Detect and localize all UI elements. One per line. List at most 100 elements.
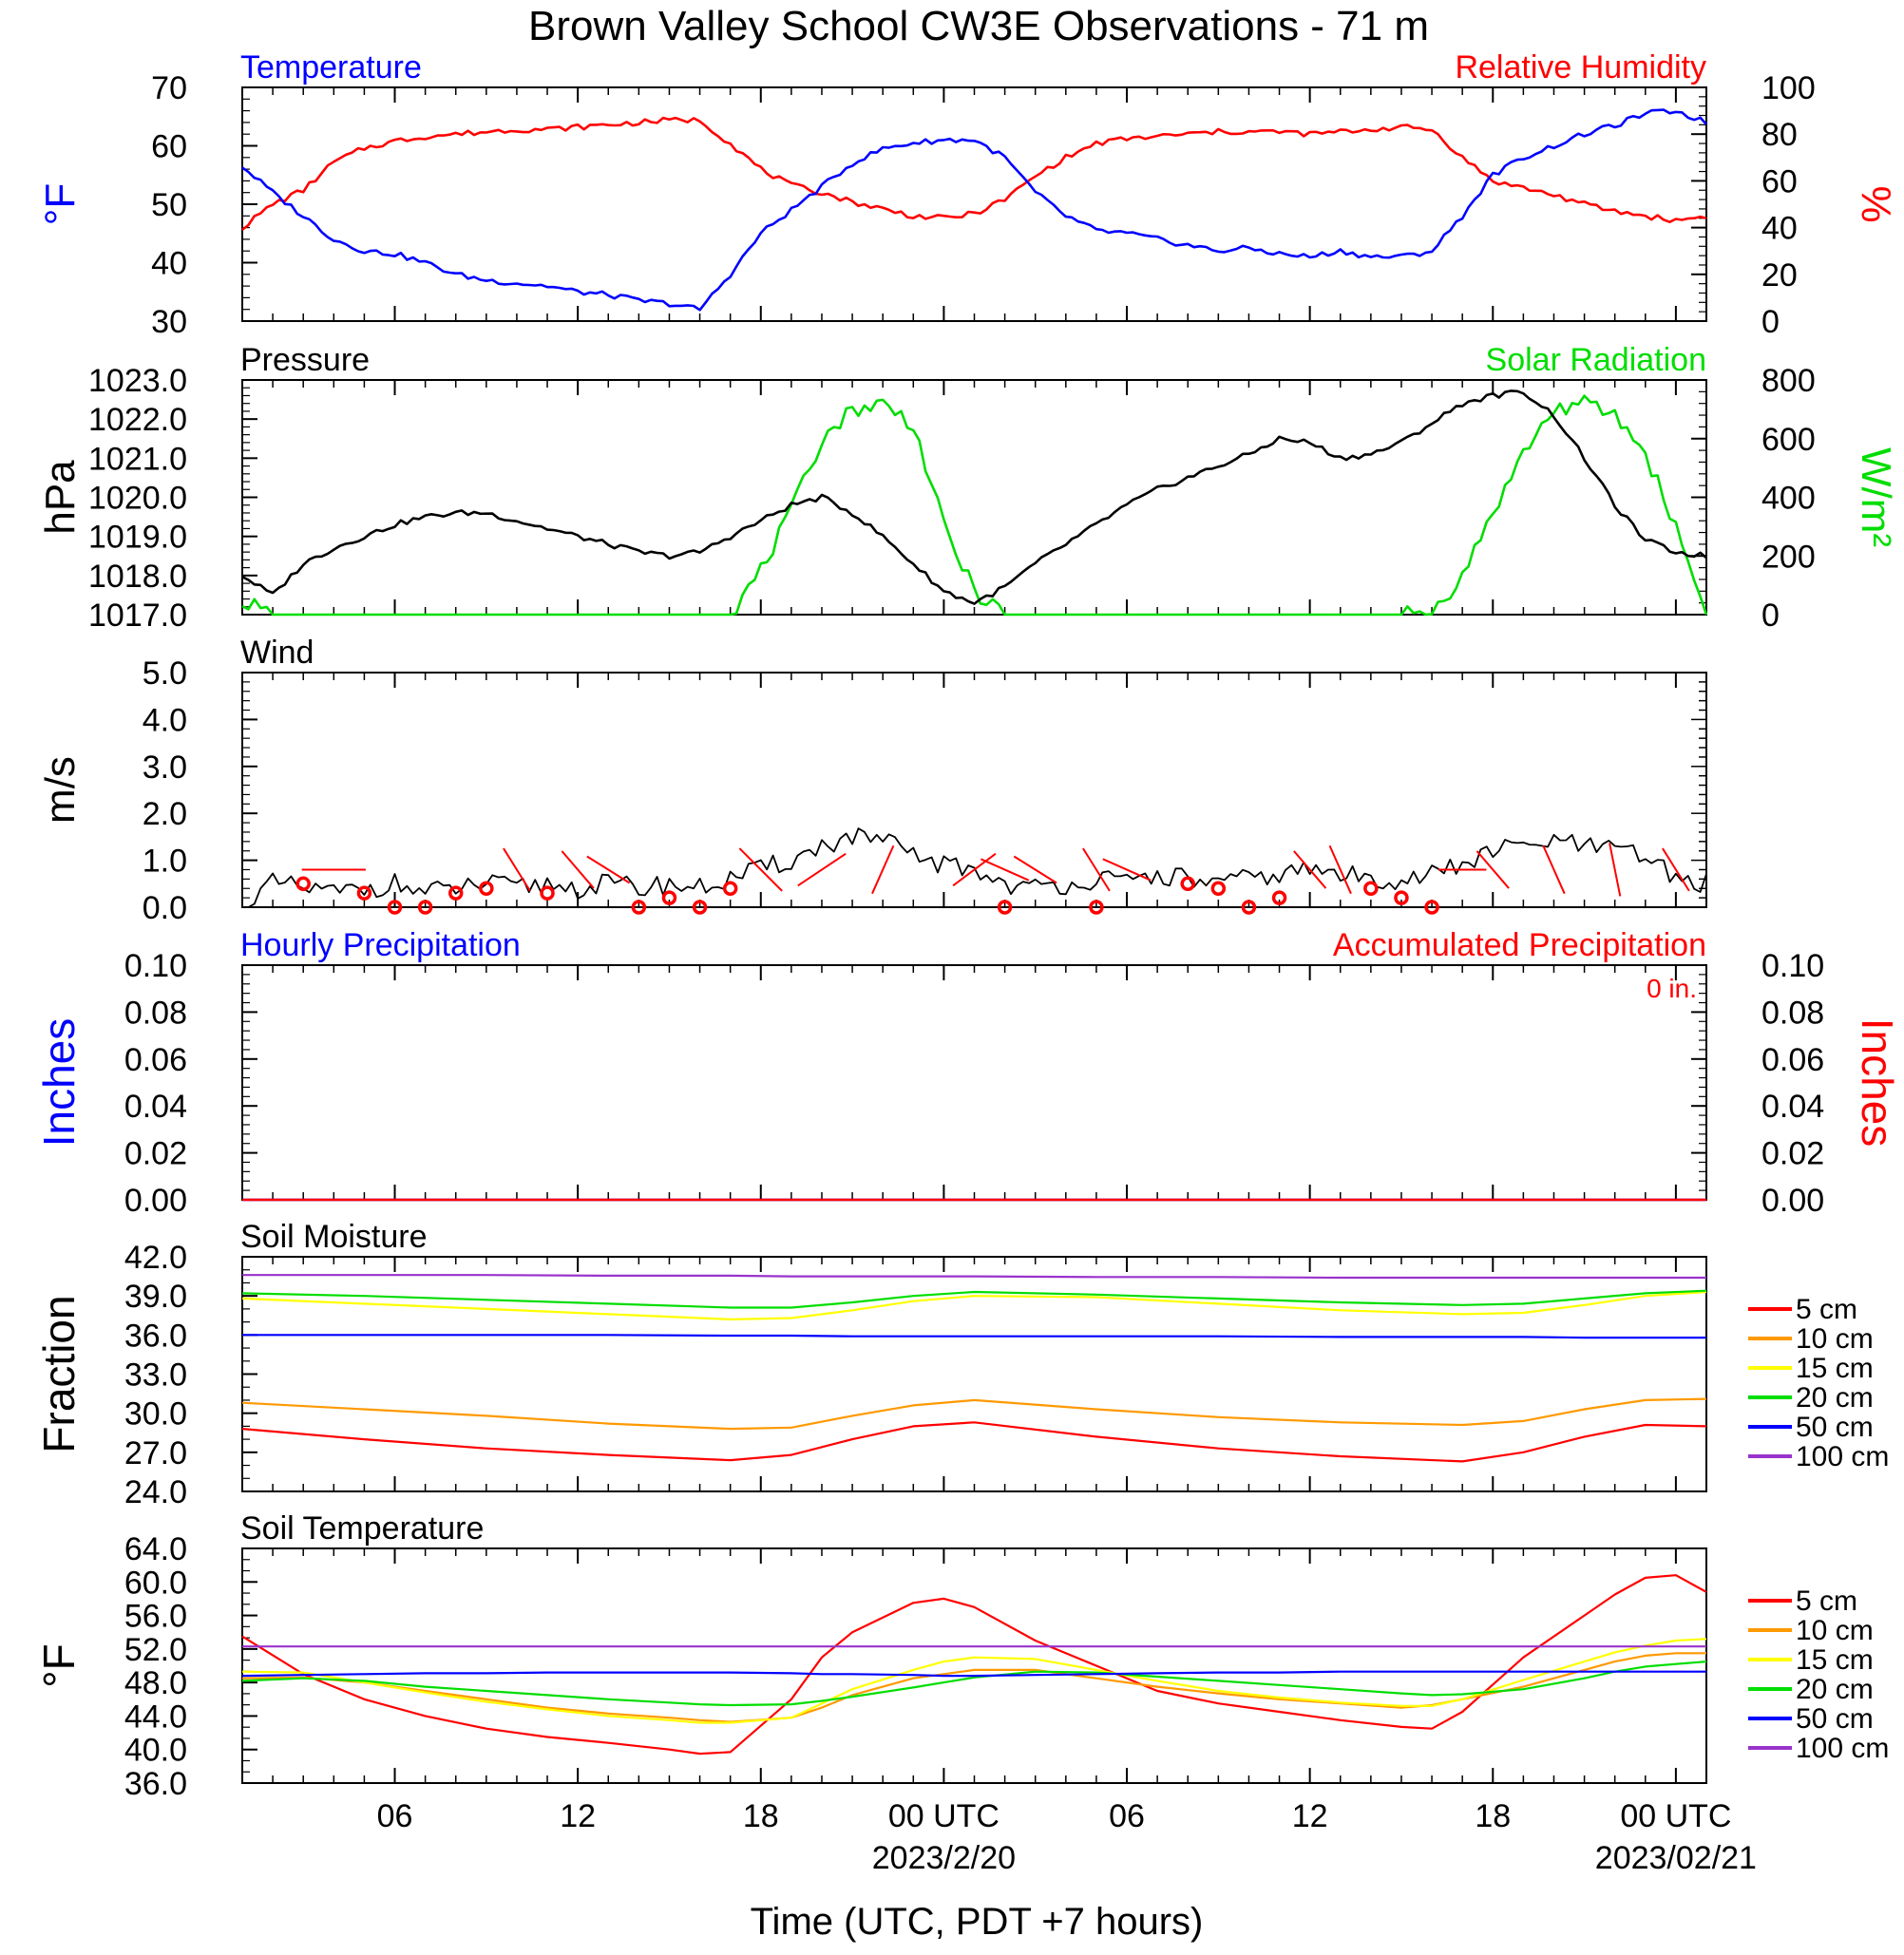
temperature-left-title: Temperature [240,49,422,85]
precipitation-y-tick-label: 0.00 [1761,1183,1824,1219]
wind-barb [1542,845,1566,895]
soil_moisture-legend-label: 10 cm [1796,1323,1874,1355]
wind-barb [980,858,1030,882]
soil_moisture-y-tick-label: 33.0 [124,1357,187,1394]
pressure-y-tick-label: 0 [1761,598,1780,634]
soil_moisture-y-tick-label: 39.0 [124,1279,187,1315]
wind-calm-marker [447,885,464,901]
precipitation-y-tick-label: 0.02 [124,1136,187,1172]
precipitation-y-tick-label: 0.10 [1761,948,1824,984]
wind-y-axis-label: m/s [37,756,84,824]
precipitation-y-tick-label: 0.00 [124,1183,187,1219]
soil_moisture-y-tick-label: 36.0 [124,1318,187,1354]
wind-barb [797,852,847,887]
soil_moisture-series-5cm [241,1421,1707,1463]
precipitation-y-axis-label: Inches [34,1018,84,1148]
wind-barb [1293,850,1327,889]
wind-barb [561,850,595,889]
wind-barb [1082,847,1111,892]
x-tick-label: 12 [560,1798,596,1834]
x-date-label: 2023/02/21 [1595,1840,1757,1876]
temperature-y-tick-label: 70 [151,70,187,106]
soil_moisture-series-10cm [241,1397,1707,1431]
temperature-series-relative-humidity [241,116,1707,231]
wind-calm-marker [1241,900,1257,915]
pressure-y-tick-label: 1021.0 [88,441,187,477]
pressure-y-tick-label: 1023.0 [88,363,187,399]
x-date-label: 2023/2/20 [872,1840,1016,1876]
wind-calm-marker [356,885,372,901]
wind-frame [241,672,1707,908]
soil_moisture-y-tick-label: 42.0 [124,1240,187,1276]
pressure-y-tick-label: 1020.0 [88,481,187,517]
soil_temperature-legend-label: 100 cm [1796,1733,1889,1764]
wind-y-tick-label: 3.0 [143,750,187,786]
wind-barb [1476,850,1510,889]
precipitation-y-tick-label: 0.06 [1761,1042,1824,1078]
soil_temperature-y-tick-label: 52.0 [124,1632,187,1668]
soil_moisture-series-20cm [241,1289,1707,1309]
pressure-y-axis-label: W/m² [1853,447,1899,547]
pressure-y-tick-label: 600 [1761,422,1816,458]
wind-barb [503,847,531,892]
soil_temperature-y-tick-label: 40.0 [124,1733,187,1769]
soil_temperature-y-tick-label: 60.0 [124,1565,187,1601]
wind-y-tick-label: 1.0 [143,844,187,880]
soil_moisture-y-tick-label: 30.0 [124,1396,187,1433]
soil_moisture-legend-label: 5 cm [1796,1294,1857,1325]
temperature-y-tick-label: 100 [1761,70,1816,106]
precipitation-y-tick-label: 0.10 [124,948,187,984]
pressure-y-tick-label: 800 [1761,363,1816,399]
temperature-frame [241,86,1707,322]
x-tick-label: 12 [1292,1798,1328,1834]
wind-calm-marker [1394,890,1409,905]
precip-left-title: Hourly Precipitation [240,927,521,963]
temperature-y-tick-label: 40 [1761,211,1798,247]
soil_temperature-legend-label: 50 cm [1796,1703,1874,1735]
x-axis-label: Time (UTC, PDT +7 hours) [751,1901,1204,1943]
wind-calm-marker [540,885,555,901]
precipitation-y-tick-label: 0.04 [1761,1089,1824,1125]
soil_moisture-series-50cm [242,1334,1706,1339]
x-tick-label: 06 [377,1798,413,1834]
soil_temperature-legend-label: 15 cm [1796,1644,1874,1676]
wind-calm-marker [631,900,647,915]
wind-barb [1328,845,1352,895]
wind-calm-marker [692,900,708,915]
soil_temperature-y-tick-label: 36.0 [124,1766,187,1802]
precipitation-y-axis-label: Inches [1853,1018,1902,1148]
soil_moisture-legend-label: 100 cm [1796,1441,1889,1472]
x-tick-label: 00 UTC [1620,1798,1731,1834]
wind-barb [1013,855,1057,884]
wind-calm-marker [479,881,494,896]
precipitation-y-tick-label: 0.02 [1761,1136,1824,1172]
pressure-y-tick-label: 1019.0 [88,520,187,556]
wind-y-tick-label: 5.0 [143,655,187,692]
wind-barb [738,847,783,892]
temperature-y-tick-label: 20 [1761,257,1798,294]
soil_temperature-y-axis-label: °F [34,1643,84,1688]
soil_temperature-series-15cm [241,1638,1707,1724]
precipitation-y-tick-label: 0.08 [1761,995,1824,1031]
wind-y-tick-label: 4.0 [143,702,187,738]
temperature-y-tick-label: 60 [1761,163,1798,199]
soil_temperature-frame [241,1547,1707,1784]
soil_temperature-series-20cm [241,1661,1707,1707]
soil_temperature-legend-label: 10 cm [1796,1615,1874,1646]
wind-calm-marker [1210,881,1227,896]
temperature-y-tick-label: 80 [1761,117,1798,153]
wind-calm-marker [722,881,738,896]
precipitation-y-tick-label: 0.04 [124,1089,187,1125]
soil_moisture-y-tick-label: 24.0 [124,1474,187,1510]
temperature-y-tick-label: 30 [151,304,187,340]
precip-total-annotation: 0 in. [1647,974,1697,1003]
wind-title: Wind [240,635,314,671]
soil_moisture-legend-label: 15 cm [1796,1353,1874,1384]
soil_temperature-title: Soil Temperature [240,1510,484,1547]
temperature-series-temperature [241,108,1707,312]
pressure-y-tick-label: 1018.0 [88,559,187,595]
soil_moisture-legend-label: 50 cm [1796,1412,1874,1443]
soil_moisture-y-axis-label: Fraction [34,1295,84,1452]
wind-barb [1102,858,1152,882]
